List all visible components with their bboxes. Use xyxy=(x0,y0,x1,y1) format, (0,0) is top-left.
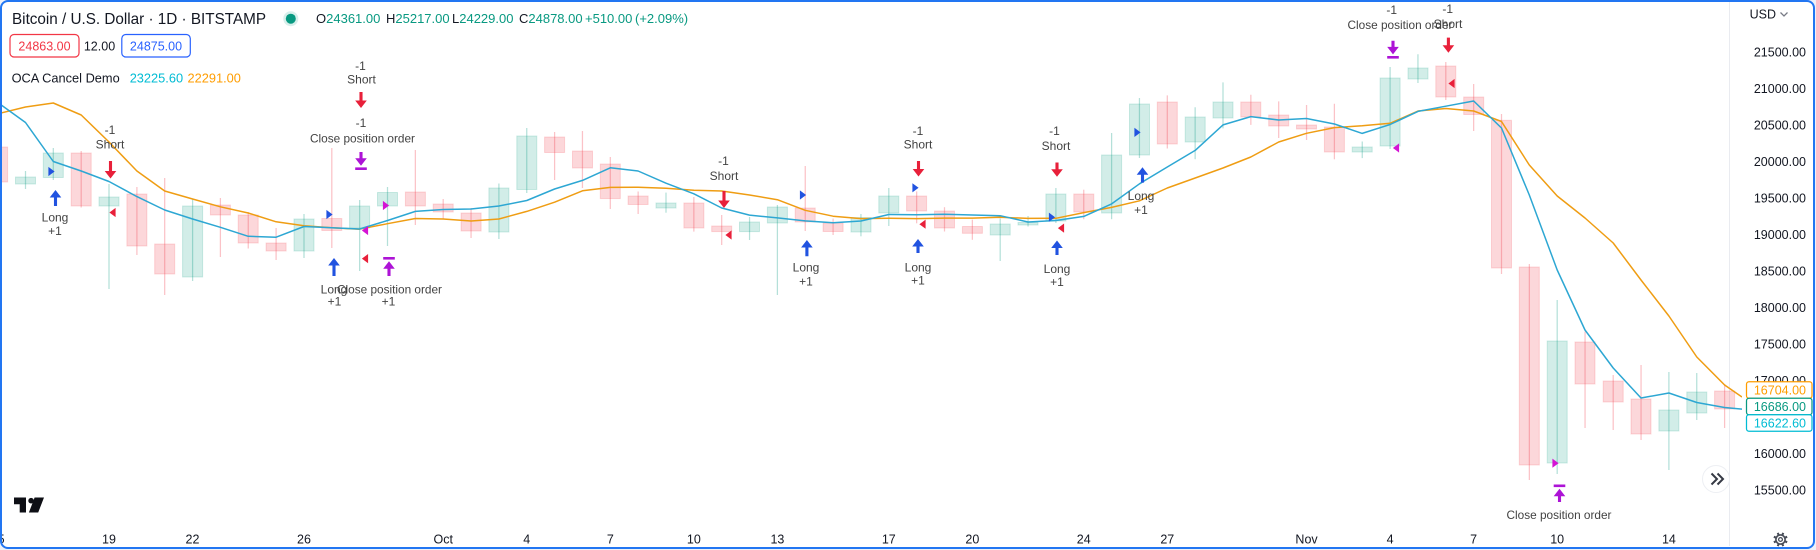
svg-text:27: 27 xyxy=(1160,532,1174,546)
svg-text:-1: -1 xyxy=(355,58,366,72)
svg-text:Long: Long xyxy=(41,210,68,224)
svg-text:15: 15 xyxy=(0,532,4,546)
svg-text:17500.00: 17500.00 xyxy=(1753,337,1805,351)
svg-text:12.00: 12.00 xyxy=(83,39,114,53)
svg-text:H25217.00: H25217.00 xyxy=(386,11,450,26)
svg-text:(+2.09%): (+2.09%) xyxy=(635,11,688,26)
svg-text:21500.00: 21500.00 xyxy=(1753,45,1805,59)
svg-text:Close position order: Close position order xyxy=(337,282,442,296)
svg-text:16704.00: 16704.00 xyxy=(1753,383,1805,397)
svg-text:Close position order: Close position order xyxy=(1347,18,1452,32)
svg-text:Short: Short xyxy=(1041,139,1070,153)
svg-text:16000.00: 16000.00 xyxy=(1753,446,1805,460)
svg-text:20000.00: 20000.00 xyxy=(1753,154,1805,168)
svg-text:7: 7 xyxy=(606,532,613,546)
svg-text:14: 14 xyxy=(1661,532,1675,546)
svg-text:Short: Short xyxy=(1433,17,1462,31)
svg-text:Long: Long xyxy=(904,260,931,274)
svg-text:21000.00: 21000.00 xyxy=(1753,81,1805,95)
svg-text:Oct: Oct xyxy=(433,532,453,546)
svg-text:+1: +1 xyxy=(1050,275,1064,289)
svg-text:-1: -1 xyxy=(1386,3,1397,17)
svg-text:26: 26 xyxy=(297,532,311,546)
svg-text:24875.00: 24875.00 xyxy=(129,39,181,53)
svg-text:18000.00: 18000.00 xyxy=(1753,300,1805,314)
svg-text:10: 10 xyxy=(686,532,700,546)
svg-text:19500.00: 19500.00 xyxy=(1753,191,1805,205)
svg-text:+1: +1 xyxy=(48,224,62,238)
svg-text:10: 10 xyxy=(1550,532,1564,546)
svg-text:23225.60: 23225.60 xyxy=(129,70,182,85)
svg-text:OCA Cancel Demo: OCA Cancel Demo xyxy=(11,70,119,85)
svg-text:Close position order: Close position order xyxy=(310,131,415,145)
svg-text:-1: -1 xyxy=(1049,123,1060,137)
svg-text:Nov: Nov xyxy=(1295,532,1318,546)
svg-text:+1: +1 xyxy=(327,294,341,308)
svg-text:24863.00: 24863.00 xyxy=(18,39,70,53)
svg-text:O24361.00: O24361.00 xyxy=(316,11,380,26)
svg-text:-1: -1 xyxy=(912,124,923,138)
svg-text:16622.60: 16622.60 xyxy=(1753,416,1805,430)
svg-text:Short: Short xyxy=(709,169,738,183)
svg-text:Short: Short xyxy=(347,72,376,86)
svg-text:7: 7 xyxy=(1470,532,1477,546)
svg-text:Long: Long xyxy=(1127,189,1154,203)
svg-text:USD: USD xyxy=(1749,7,1775,21)
svg-text:13: 13 xyxy=(770,532,784,546)
svg-text:15500.00: 15500.00 xyxy=(1753,483,1805,497)
svg-text:Bitcoin / U.S. Dollar · 1D · B: Bitcoin / U.S. Dollar · 1D · BITSTAMP xyxy=(12,11,266,28)
svg-text:20500.00: 20500.00 xyxy=(1753,118,1805,132)
svg-text:C24878.00: C24878.00 xyxy=(519,11,583,26)
svg-text:+1: +1 xyxy=(381,294,395,308)
svg-text:20: 20 xyxy=(965,532,979,546)
svg-text:18500.00: 18500.00 xyxy=(1753,264,1805,278)
svg-text:19: 19 xyxy=(102,532,116,546)
svg-text:+1: +1 xyxy=(1134,203,1148,217)
svg-text:Long: Long xyxy=(792,260,819,274)
svg-text:L24229.00: L24229.00 xyxy=(452,11,513,26)
svg-text:19000.00: 19000.00 xyxy=(1753,227,1805,241)
svg-text:+510.00: +510.00 xyxy=(585,11,632,26)
svg-text:-1: -1 xyxy=(355,115,366,129)
svg-text:4: 4 xyxy=(523,532,530,546)
svg-text:-1: -1 xyxy=(718,153,729,167)
svg-text:-1: -1 xyxy=(1442,2,1453,16)
svg-text:Short: Short xyxy=(95,137,124,151)
svg-text:22291.00: 22291.00 xyxy=(187,70,240,85)
svg-text:+1: +1 xyxy=(799,274,813,288)
svg-text:Long: Long xyxy=(320,282,347,296)
svg-text:24: 24 xyxy=(1076,532,1090,546)
svg-text:4: 4 xyxy=(1386,532,1393,546)
svg-text:Long: Long xyxy=(1043,262,1070,276)
svg-text:-1: -1 xyxy=(104,123,115,137)
svg-text:16686.00: 16686.00 xyxy=(1753,399,1805,413)
svg-text:+1: +1 xyxy=(911,273,925,287)
svg-text:Close position order: Close position order xyxy=(1506,508,1611,522)
svg-text:Short: Short xyxy=(903,137,932,151)
svg-text:22: 22 xyxy=(185,532,199,546)
svg-text:17: 17 xyxy=(881,532,895,546)
